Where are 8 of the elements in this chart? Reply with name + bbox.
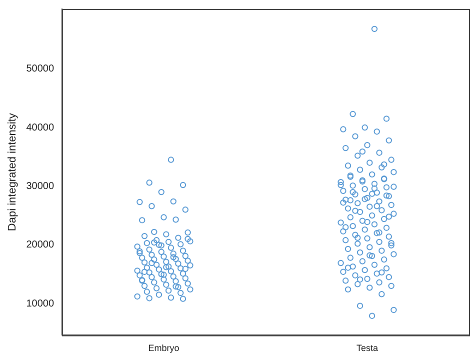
y-tick-label: 10000 [26, 298, 54, 310]
y-axis-title: Dapi integrated intensity [6, 112, 19, 232]
y-tick-label: 40000 [26, 122, 54, 134]
x-tick-label: Embryo [148, 343, 180, 354]
y-tick-label: 50000 [26, 64, 54, 75]
y-tick-label: 30000 [26, 180, 54, 192]
y-tick-label: 20000 [26, 240, 54, 251]
x-tick-label: Testa [356, 343, 378, 354]
